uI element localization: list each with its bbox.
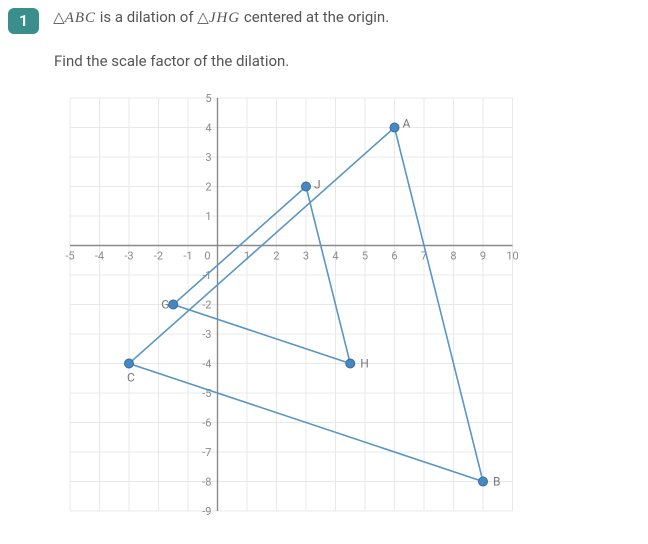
svg-text:2: 2 [205, 181, 211, 194]
svg-text:G: G [161, 298, 169, 312]
svg-text:H: H [360, 357, 369, 371]
svg-text:-3: -3 [202, 328, 211, 341]
svg-text:10: 10 [506, 250, 518, 263]
svg-text:5: 5 [362, 250, 368, 263]
svg-text:-9: -9 [202, 505, 211, 518]
svg-text:1: 1 [205, 210, 211, 223]
question-number-badge: 1 [8, 8, 39, 34]
svg-text:-2: -2 [202, 299, 211, 312]
svg-text:-4: -4 [202, 358, 211, 371]
svg-text:-5: -5 [65, 250, 74, 263]
svg-text:C: C [127, 371, 135, 385]
instruction: Find the scale factor of the dilation. [54, 52, 640, 70]
triangle-abc: ABC [65, 10, 96, 26]
svg-text:-1: -1 [183, 250, 192, 263]
svg-text:J: J [314, 178, 321, 192]
svg-text:-6: -6 [202, 417, 211, 430]
svg-text:-3: -3 [124, 250, 133, 263]
svg-text:9: 9 [480, 250, 486, 263]
triangle-symbol: △ [53, 10, 65, 26]
svg-text:4: 4 [332, 250, 338, 263]
triangle-jhg: JHG [209, 10, 240, 26]
svg-text:5: 5 [205, 92, 211, 105]
svg-text:2: 2 [273, 250, 279, 263]
question-text: △ABC is a dilation of △JHG centered at t… [53, 8, 389, 29]
grid-svg: -5-4-3-2-1012345678910-9-8-7-6-5-4-3-2-1… [54, 88, 533, 521]
text-part2: centered at the origin. [244, 8, 389, 26]
svg-text:0: 0 [204, 250, 210, 263]
svg-text:-7: -7 [202, 446, 211, 459]
svg-text:8: 8 [450, 250, 456, 263]
svg-text:-2: -2 [154, 250, 163, 263]
svg-text:4: 4 [205, 122, 211, 135]
svg-text:A: A [403, 117, 411, 131]
text-part1: is a dilation of [100, 8, 194, 26]
svg-text:B: B [493, 475, 500, 489]
svg-text:-8: -8 [202, 476, 211, 489]
svg-text:3: 3 [303, 250, 309, 263]
coordinate-grid-chart: -5-4-3-2-1012345678910-9-8-7-6-5-4-3-2-1… [54, 88, 640, 521]
svg-text:6: 6 [391, 250, 397, 263]
svg-text:-4: -4 [95, 250, 104, 263]
triangle-symbol: △ [197, 10, 209, 26]
svg-text:3: 3 [205, 151, 211, 164]
